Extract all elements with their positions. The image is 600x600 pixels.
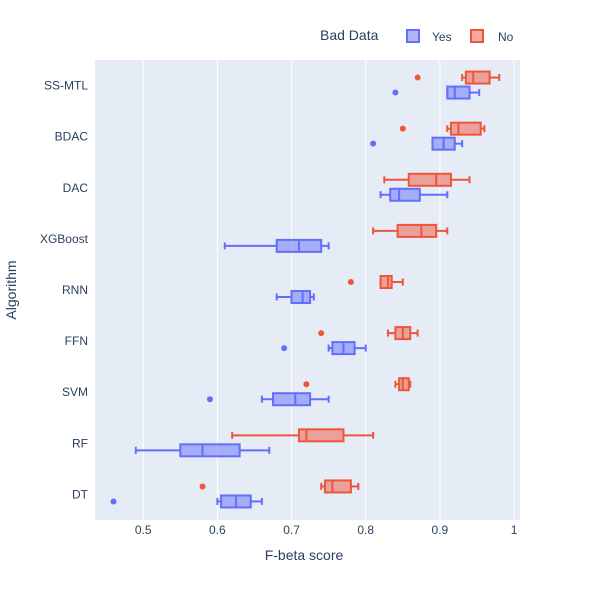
box-dt-yes bbox=[110, 494, 263, 509]
box-rf-no bbox=[231, 428, 375, 443]
box-iqr bbox=[398, 377, 410, 392]
box-iqr bbox=[297, 428, 345, 443]
legend-item-no[interactable]: No bbox=[470, 29, 514, 44]
y-tick-labels: SS-MTL BDAC DAC XGBoost RNN FFN SVM RF DT bbox=[40, 79, 89, 502]
legend-label-yes: Yes bbox=[432, 30, 452, 44]
box-ss-mtl-no bbox=[414, 70, 501, 85]
box-iqr bbox=[446, 85, 471, 100]
legend-label-no: No bbox=[498, 30, 514, 44]
outlier-point-0 bbox=[347, 279, 354, 285]
x-tick-label-5: 1 bbox=[511, 523, 518, 537]
box-iqr bbox=[450, 121, 482, 136]
x-tick-label-2: 0.7 bbox=[283, 523, 300, 537]
x-tick-label-0: 0.5 bbox=[135, 523, 152, 537]
outlier-point-0 bbox=[414, 74, 421, 81]
box-svm-yes bbox=[206, 392, 330, 407]
y-tick-label-rnn: RNN bbox=[62, 283, 88, 297]
legend-swatch-no bbox=[470, 29, 484, 43]
outlier-point-0 bbox=[303, 381, 310, 388]
legend-item-yes[interactable]: Yes bbox=[406, 29, 452, 44]
box-xgboost-no bbox=[372, 223, 449, 238]
x-tick-label-3: 0.8 bbox=[357, 523, 374, 537]
outlier-point-0 bbox=[318, 330, 325, 337]
outlier-point-0 bbox=[281, 345, 288, 352]
y-tick-label-bdac: BDAC bbox=[55, 130, 89, 144]
legend-swatch-yes bbox=[406, 29, 420, 43]
box-iqr bbox=[290, 290, 312, 304]
outlier-point-0 bbox=[392, 89, 399, 96]
x-tick-label-1: 0.6 bbox=[209, 523, 226, 537]
box-bdac-no bbox=[399, 121, 486, 136]
y-tick-label-dac: DAC bbox=[63, 181, 89, 195]
y-tick-label-rf: RF bbox=[72, 436, 88, 450]
outlier-point-0 bbox=[110, 498, 117, 505]
outlier-point-0 bbox=[399, 125, 406, 132]
box-dt-no bbox=[199, 479, 360, 494]
box-rnn-no bbox=[347, 275, 404, 289]
box-rnn-yes bbox=[275, 290, 315, 304]
y-axis-title: Algorithm bbox=[3, 260, 19, 319]
outlier-point-0 bbox=[199, 483, 206, 490]
box-iqr bbox=[272, 392, 312, 407]
x-tick-labels: 0.5 0.6 0.7 0.8 0.9 1 bbox=[135, 523, 518, 537]
box-iqr bbox=[464, 70, 491, 85]
x-tick-label-4: 0.9 bbox=[432, 523, 449, 537]
legend-title: Bad Data bbox=[320, 27, 379, 43]
legend: Bad Data Yes No bbox=[320, 27, 514, 44]
box-iqr bbox=[396, 223, 438, 238]
y-tick-label-svm: SVM bbox=[62, 385, 88, 399]
box-ffn-no bbox=[318, 326, 419, 341]
outlier-point-0 bbox=[206, 396, 213, 403]
box-svm-no bbox=[303, 377, 412, 392]
box-iqr bbox=[323, 479, 352, 494]
box-iqr bbox=[407, 172, 453, 187]
box-iqr bbox=[379, 275, 393, 289]
box-dac-yes bbox=[379, 187, 449, 202]
box-rf-yes bbox=[134, 443, 271, 458]
box-dac-no bbox=[383, 172, 471, 187]
box-ss-mtl-yes bbox=[392, 85, 481, 100]
box-iqr bbox=[389, 187, 421, 202]
outlier-point-0 bbox=[370, 140, 377, 147]
y-tick-label-ffn: FFN bbox=[65, 334, 88, 348]
y-tick-label-ss-mtl: SS-MTL bbox=[44, 79, 88, 93]
box-iqr bbox=[179, 443, 241, 458]
box-ffn-yes bbox=[281, 341, 367, 356]
y-tick-label-dt: DT bbox=[72, 487, 89, 501]
boxes bbox=[110, 70, 501, 509]
box-xgboost-yes bbox=[223, 238, 330, 253]
y-tick-label-xgboost: XGBoost bbox=[40, 232, 89, 246]
x-axis-title: F-beta score bbox=[265, 547, 344, 563]
box-bdac-yes bbox=[370, 136, 464, 151]
